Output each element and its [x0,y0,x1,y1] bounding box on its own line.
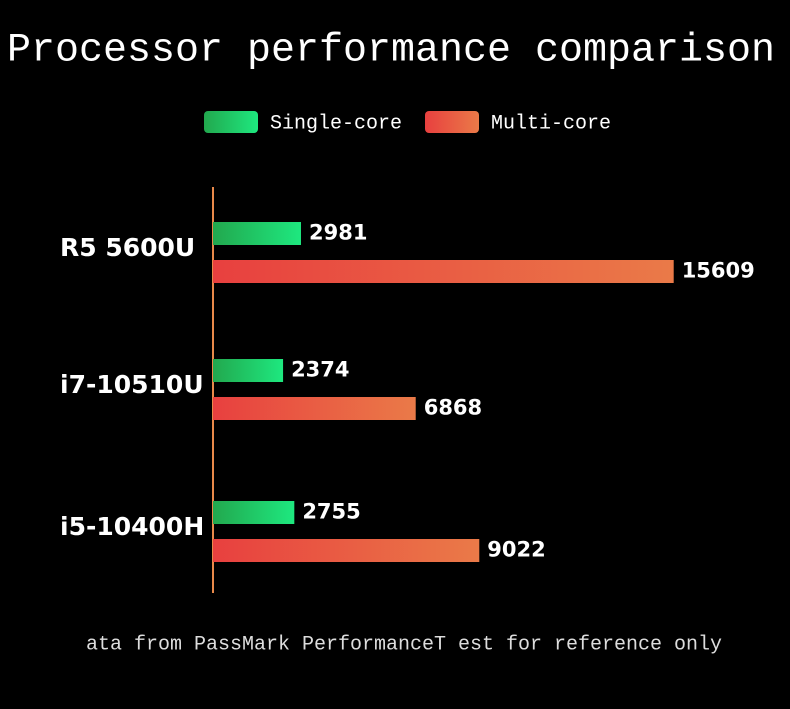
bar [213,539,480,562]
value-label: 6868 [424,396,482,420]
value-label: 9022 [487,538,545,562]
legend-swatch [425,111,479,133]
value-label: 2374 [291,358,349,382]
legend-swatch [204,111,258,133]
bar [213,222,301,245]
bar [213,359,284,382]
value-label: 2981 [309,221,367,245]
category-label: R5 5600U [60,233,195,262]
value-label: 2755 [302,500,360,524]
bar [213,397,416,420]
legend-label: Multi-core [491,112,611,135]
category-label: i5-10400H [60,512,204,541]
category-label: i7-10510U [60,370,204,399]
bar [213,501,295,524]
legend-label: Single-core [270,112,402,135]
value-label: 15609 [682,259,755,283]
chart-title: Processor performance comparison [7,29,775,74]
footnote: ata from PassMark PerformanceT est for r… [86,633,722,656]
bar [213,260,674,283]
